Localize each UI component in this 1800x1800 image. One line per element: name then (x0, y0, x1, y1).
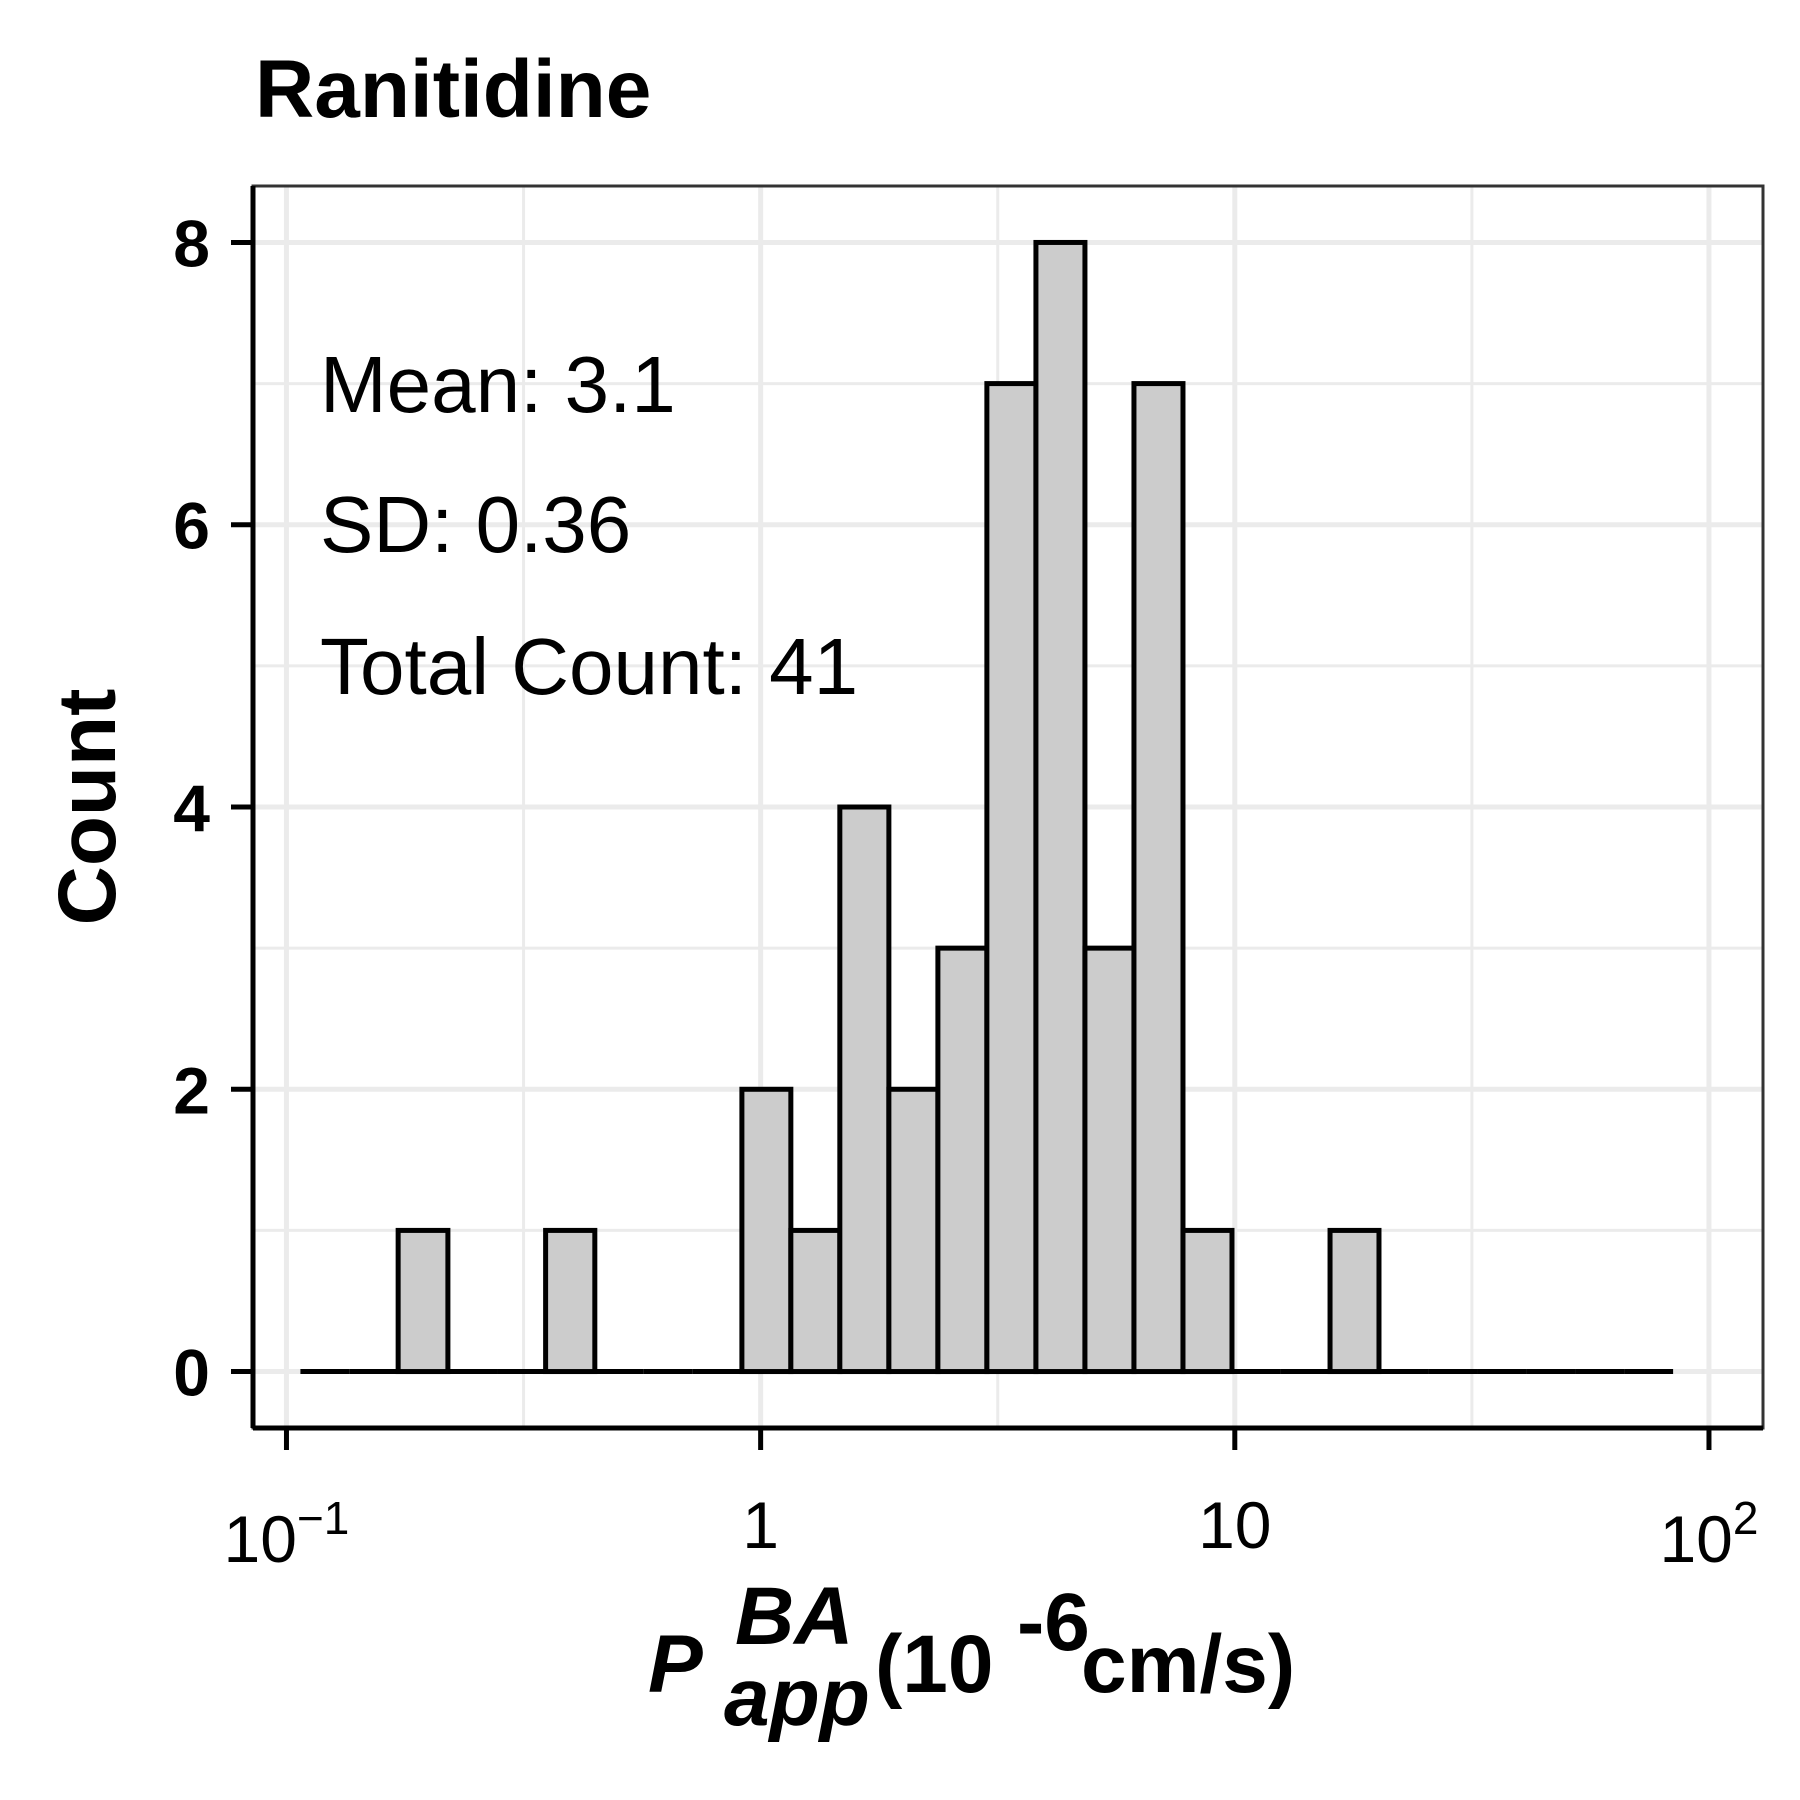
histogram-bar (1033, 239, 1088, 1375)
x-tick-label: 1 (742, 1488, 779, 1562)
histogram-bar (739, 1086, 794, 1375)
histogram-bar (886, 1086, 941, 1375)
stats-annotation: Mean: 3.1 (320, 340, 676, 429)
y-tick-label: 8 (173, 206, 210, 280)
histogram-bar (788, 1227, 843, 1375)
histogram-bar (1131, 381, 1186, 1375)
histogram-bar (1180, 1227, 1235, 1375)
x-tick-label: 102 (1659, 1492, 1758, 1576)
histogram-bar (935, 945, 990, 1375)
y-tick-label: 6 (173, 489, 210, 563)
x-axis-title-sup: BA (735, 1571, 853, 1662)
histogram-bar (1082, 945, 1137, 1375)
chart-title: Ranitidine (255, 44, 651, 135)
stats-annotation: Total Count: 41 (320, 622, 858, 711)
x-axis-title-unit-exp: -6 (1017, 1577, 1090, 1668)
x-axis-title-unit-close: cm/s) (1081, 1619, 1295, 1710)
histogram-bar (837, 804, 892, 1375)
stats-annotations: Mean: 3.1 SD: 0.36 Total Count: 41 (320, 340, 858, 711)
y-tick-label: 2 (173, 1053, 210, 1127)
histogram-bars (300, 239, 1674, 1375)
y-axis: 0 2 4 6 8 (173, 186, 256, 1428)
x-axis-title-unit-open: (10 (875, 1619, 994, 1710)
x-axis-title-sub: app (724, 1652, 870, 1743)
y-tick-label: 4 (173, 771, 210, 845)
x-tick-label: 10 (1198, 1488, 1271, 1562)
histogram-bar (1327, 1227, 1382, 1375)
histogram-bar (395, 1227, 451, 1375)
x-axis: 10−1 1 10 102 (224, 1425, 1763, 1576)
histogram-bar (543, 1227, 598, 1375)
x-axis-title-main: P (648, 1619, 703, 1710)
stats-annotation: SD: 0.36 (320, 480, 631, 569)
x-axis-title: P BA app (10 -6 cm/s) (648, 1571, 1295, 1743)
y-tick-label: 0 (173, 1336, 210, 1410)
histogram-bar (984, 381, 1039, 1375)
y-axis-title: Count (42, 689, 133, 926)
x-tick-label: 10−1 (224, 1492, 350, 1576)
